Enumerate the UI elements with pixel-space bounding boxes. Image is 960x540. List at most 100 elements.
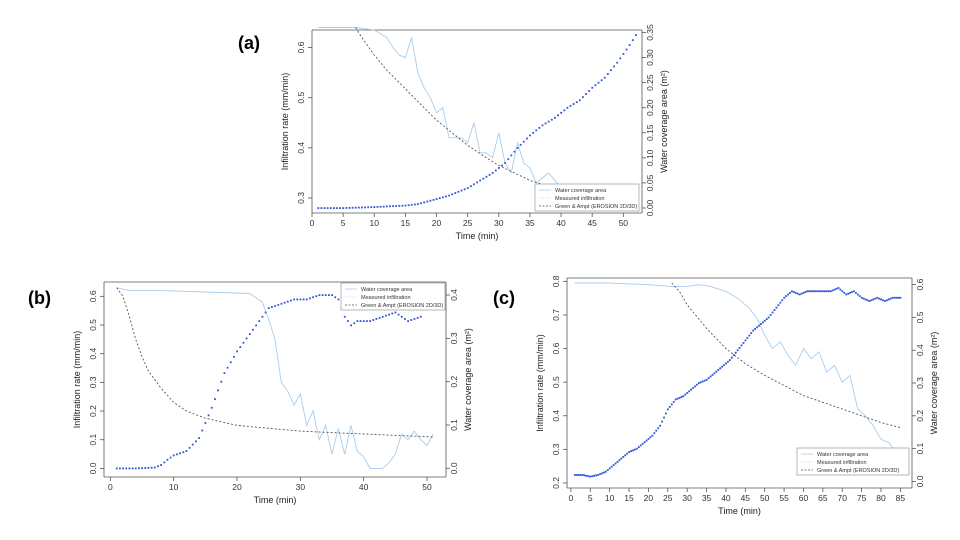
water-coverage-series [115,294,422,470]
water-coverage-point [526,137,528,140]
x-tick-label: 30 [682,493,692,503]
water-coverage-point [538,126,541,129]
water-coverage-point [635,447,638,450]
water-coverage-point [351,206,354,209]
water-coverage-point [715,370,718,373]
water-coverage-point [448,194,450,197]
water-coverage-point [214,398,216,400]
water-coverage-point [874,297,877,300]
water-coverage-point [618,459,621,462]
water-coverage-point [369,320,371,322]
measured-infiltration-series-line [574,282,901,454]
water-coverage-point [248,333,251,335]
water-coverage-point [454,192,457,194]
water-coverage-point [519,143,522,146]
water-coverage-point [606,469,609,471]
x-tick-label: 70 [837,493,847,503]
water-coverage-point [723,364,725,366]
x-tick-label: 75 [857,493,867,503]
legend-box [796,447,910,476]
water-coverage-point [729,359,731,362]
x-tick-label: 30 [494,218,504,228]
water-coverage-point [378,316,381,319]
water-coverage-point [513,150,516,153]
water-coverage-point [223,372,226,374]
water-coverage-point [678,396,681,399]
water-coverage-point [252,328,254,331]
water-coverage-point [599,473,601,476]
chart-a: 0 5 10 15 20 25 30 35 40 45 50 0.3 0.4 0.5 0.6 0.00 0.05… [280,24,669,241]
water-coverage-point [169,456,172,459]
water-coverage-point [277,303,280,306]
water-coverage-point [810,290,813,293]
water-coverage-point [334,296,337,299]
water-coverage-point [777,304,780,307]
water-coverage-point [818,290,820,293]
water-coverage-point [479,179,482,182]
water-coverage-point [647,437,650,440]
water-coverage-point [756,326,758,329]
water-coverage-point [463,188,466,191]
y2-tick-label: 0.4 [915,344,925,356]
water-coverage-point [626,452,629,455]
water-coverage-point [889,297,892,300]
water-coverage-point [400,315,403,318]
water-coverage-point [643,441,646,444]
water-coverage-point [781,299,784,302]
water-coverage-point [651,434,654,437]
water-coverage-point [332,207,335,209]
water-coverage-point [125,467,128,470]
water-coverage-point [597,474,600,476]
water-coverage-point [364,206,366,209]
water-coverage-point [381,315,384,318]
water-coverage-point [339,207,342,209]
water-coverage-point [522,140,525,143]
y2-tick-label: 0.0 [449,462,459,474]
water-coverage-point [853,290,855,293]
water-coverage-point [347,320,349,322]
y2-tick-label: 0.0 [915,475,925,487]
water-coverage-point [302,298,305,301]
water-coverage-point [575,474,578,476]
x-tick-label: 35 [702,493,712,503]
water-coverage-point [385,205,388,208]
water-coverage-point [220,380,223,383]
water-coverage-point [833,288,836,291]
water-coverage-point [404,204,407,207]
x-tick-label: 20 [232,482,242,492]
water-coverage-point [688,390,691,393]
water-coverage-point [624,454,627,457]
water-coverage-point [787,293,789,296]
water-coverage-point [420,202,422,205]
water-coverage-point [131,467,134,470]
water-coverage-point [847,292,850,295]
water-coverage-point [870,299,873,302]
water-coverage-point [566,106,569,109]
water-coverage-point [792,291,795,293]
water-coverage-point [763,319,766,322]
water-coverage-point [851,291,853,293]
water-coverage-point [634,448,636,451]
water-coverage-point [128,467,131,470]
x-tick-label: 25 [663,493,673,503]
water-coverage-point [398,204,401,207]
x-tick-label: 10 [605,493,615,503]
water-coverage-point [860,296,863,299]
water-coverage-point [808,290,811,293]
water-coverage-point [893,296,896,299]
water-coverage-point [858,295,861,298]
water-coverage-point [711,373,714,376]
water-coverage-point [572,103,575,105]
legend-box [534,183,640,212]
water-coverage-point [899,296,902,299]
water-coverage-point [713,372,716,375]
x-tick-label: 85 [896,493,906,503]
water-coverage-point [690,388,693,391]
water-coverage-point [144,467,147,469]
water-coverage-point [583,474,586,477]
water-coverage-point [445,195,447,198]
y-axis-title: Infiltration rate (mm/min) [72,331,82,429]
water-coverage-point [587,475,590,478]
water-coverage-point [441,196,444,199]
water-coverage-point [560,111,563,114]
